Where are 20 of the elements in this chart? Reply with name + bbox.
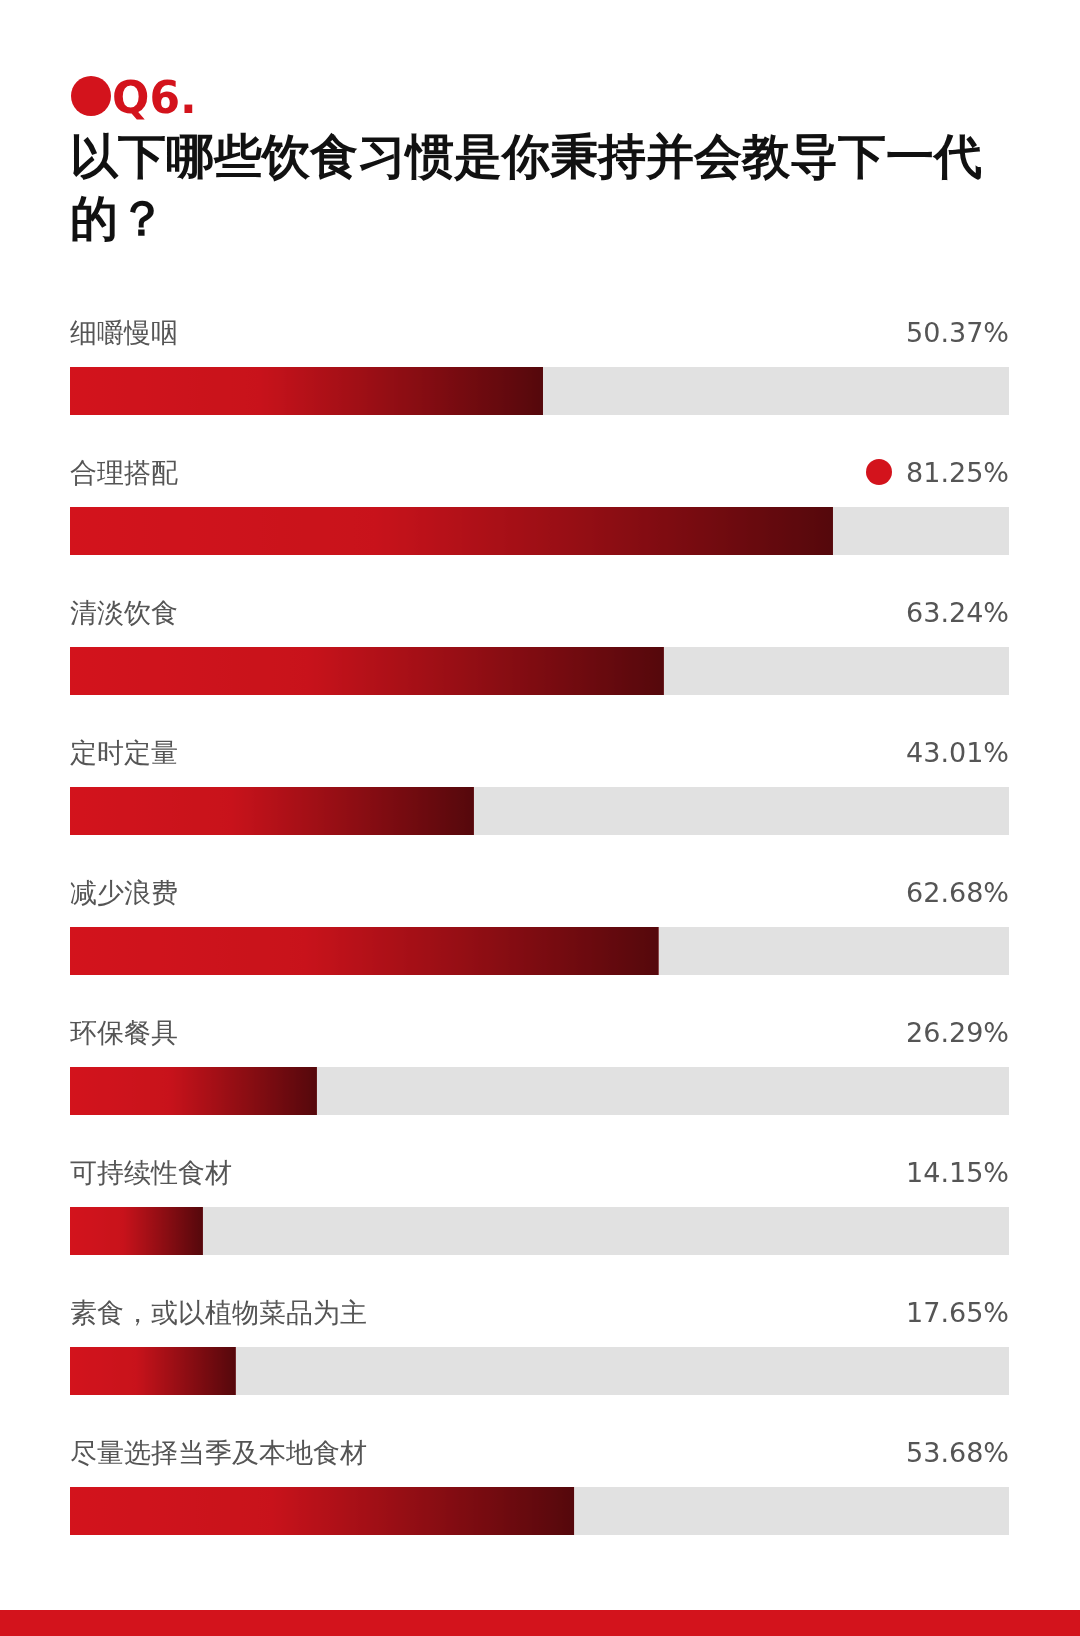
- chart-title: Q6.: [112, 72, 197, 123]
- y-tick-label: 清淡饮食: [70, 597, 178, 628]
- data-label: 14.15%: [906, 1157, 1009, 1188]
- data-label: 43.01%: [906, 737, 1009, 768]
- data-label: 63.24%: [906, 597, 1009, 628]
- chart-subtitle: 以下哪些饮食习惯是你秉持并会教导下一代的？: [70, 127, 983, 248]
- data-label: 26.29%: [906, 1017, 1009, 1048]
- data-label: 50.37%: [906, 317, 1009, 348]
- data-label: 17.65%: [906, 1297, 1009, 1328]
- y-tick-label: 细嚼慢咽: [70, 317, 178, 348]
- y-tick-label: 定时定量: [70, 737, 178, 768]
- data-label: 53.68%: [906, 1437, 1009, 1468]
- y-tick-label: 减少浪费: [70, 877, 178, 908]
- y-tick-label: 素食，或以植物菜品为主: [70, 1297, 367, 1328]
- data-label: 81.25%: [906, 457, 1009, 488]
- data-label: 62.68%: [906, 877, 1009, 908]
- y-tick-label: 尽量选择当季及本地食材: [70, 1437, 367, 1468]
- y-tick-label: 合理搭配: [70, 457, 178, 488]
- y-tick-label: 可持续性食材: [70, 1157, 232, 1188]
- y-tick-label: 环保餐具: [70, 1017, 178, 1048]
